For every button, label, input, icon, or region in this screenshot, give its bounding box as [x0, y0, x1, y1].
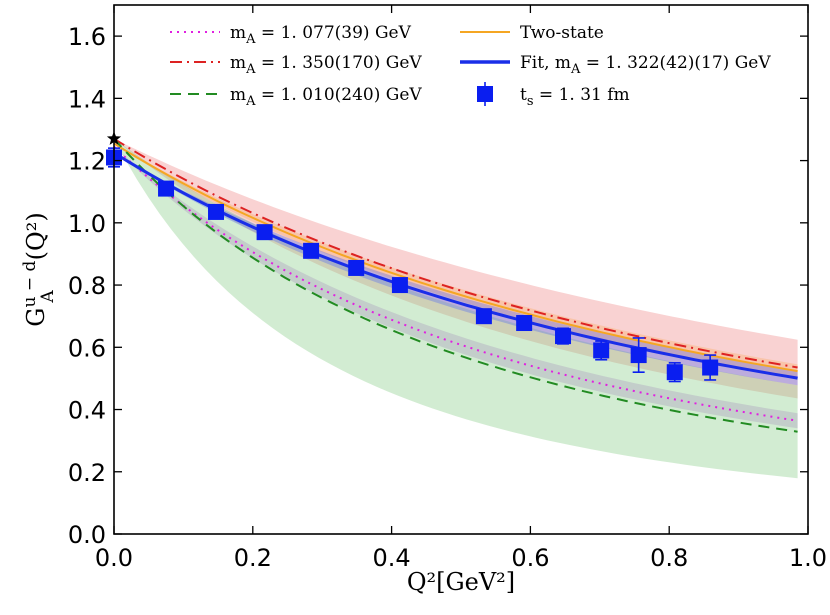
data-point-5: [348, 259, 365, 276]
legend-label-tail: = 1. 350(170) GeV: [256, 53, 423, 73]
data-point-1: [158, 180, 175, 197]
x-tick-label-2: 0.4: [373, 544, 411, 572]
legend-label-subscript: A: [245, 94, 256, 109]
data-point-3: [256, 224, 273, 241]
x-tick-label-5: 1.0: [789, 544, 827, 572]
data-point-2: [208, 203, 225, 220]
y-tick-label-5: 1.0: [68, 210, 106, 238]
data-point-12: [666, 364, 683, 381]
legend-label-1: Two-state: [520, 23, 604, 43]
legend-label-subscript: A: [245, 32, 256, 47]
legend-label-head: m: [230, 85, 246, 105]
error-bands: [114, 138, 798, 479]
data-point-8: [516, 315, 533, 332]
curve-lines: [113, 137, 798, 433]
curve-mA-1350: [113, 137, 798, 369]
plot-frame: [113, 4, 809, 535]
x-tick-label-0: 0.0: [95, 544, 133, 572]
legend-label-subscript: A: [570, 62, 581, 77]
band-mA-1350: [114, 138, 798, 399]
x-tick-label-1: 0.2: [234, 544, 272, 572]
data-point-13: [702, 359, 719, 376]
y-axis-title-part-0: G: [22, 308, 50, 327]
legend-label-head: Fit, m: [520, 53, 571, 73]
y-axis-title-part-2: A: [38, 290, 58, 304]
y-tick-label-7: 1.4: [68, 85, 106, 113]
legend-label-0: mA = 1. 077(39) GeV: [230, 23, 412, 47]
legend-label-tail: = 1. 010(240) GeV: [256, 85, 423, 105]
curve-Fit: [113, 151, 798, 380]
legend-marker-square: [477, 86, 493, 102]
y-tick-label-2: 0.4: [68, 397, 106, 425]
data-point-10: [593, 342, 610, 359]
legend-label-2: mA = 1. 350(170) GeV: [230, 53, 422, 77]
legend-label-head: m: [230, 53, 246, 73]
x-tick-label-3: 0.6: [511, 544, 549, 572]
legend-label-head: m: [230, 23, 246, 43]
legend-label-3: Fit, mA = 1. 322(42)(17) GeV: [520, 53, 771, 77]
y-tick-label-3: 0.6: [68, 334, 106, 362]
y-axis-title: Gu − dA (Q²): [20, 212, 58, 326]
band-Fit: [114, 152, 798, 386]
curve-mA-1010: [113, 138, 798, 433]
legend-label-tail: = 1. 077(39) GeV: [256, 23, 412, 43]
y-axis-title-part-3: (Q²): [22, 212, 50, 260]
legend-label-subscript: s: [527, 94, 534, 109]
y-tick-label-4: 0.8: [68, 272, 106, 300]
legend-label-head: t: [520, 85, 527, 105]
legend-label-5: ts = 1. 31 fm: [520, 85, 630, 109]
data-point-4: [303, 242, 320, 259]
axis-ticks: 0.0 0.2 0.4 0.6 0.8 1.0 0.0 0.2 0.4 0.6 0.8 1.0 1.2 1…: [68, 5, 827, 572]
y-tick-label-0: 0.0: [68, 521, 106, 549]
legend-label-tail: = 1. 322(42)(17) GeV: [580, 53, 771, 73]
data-point-6: [391, 277, 408, 294]
y-axis-title-part-1: u − d: [20, 261, 40, 308]
y-tick-label-6: 1.2: [68, 148, 106, 176]
curve-Two-state: [113, 142, 798, 373]
data-points: [106, 131, 719, 383]
y-tick-label-1: 0.2: [68, 459, 106, 487]
data-point-11: [630, 347, 647, 364]
y-tick-label-8: 1.6: [68, 23, 106, 51]
data-point-7: [475, 308, 492, 325]
legend-label-tail: = 1. 31 fm: [534, 85, 630, 105]
legend-label-subscript: A: [245, 62, 256, 77]
band-mA-1010: [114, 138, 798, 479]
data-point-9: [555, 328, 572, 345]
x-tick-label-4: 0.8: [650, 544, 688, 572]
legend-label-4: mA = 1. 010(240) GeV: [230, 85, 422, 109]
x-axis-title: Q²[GeV²]: [407, 568, 515, 596]
